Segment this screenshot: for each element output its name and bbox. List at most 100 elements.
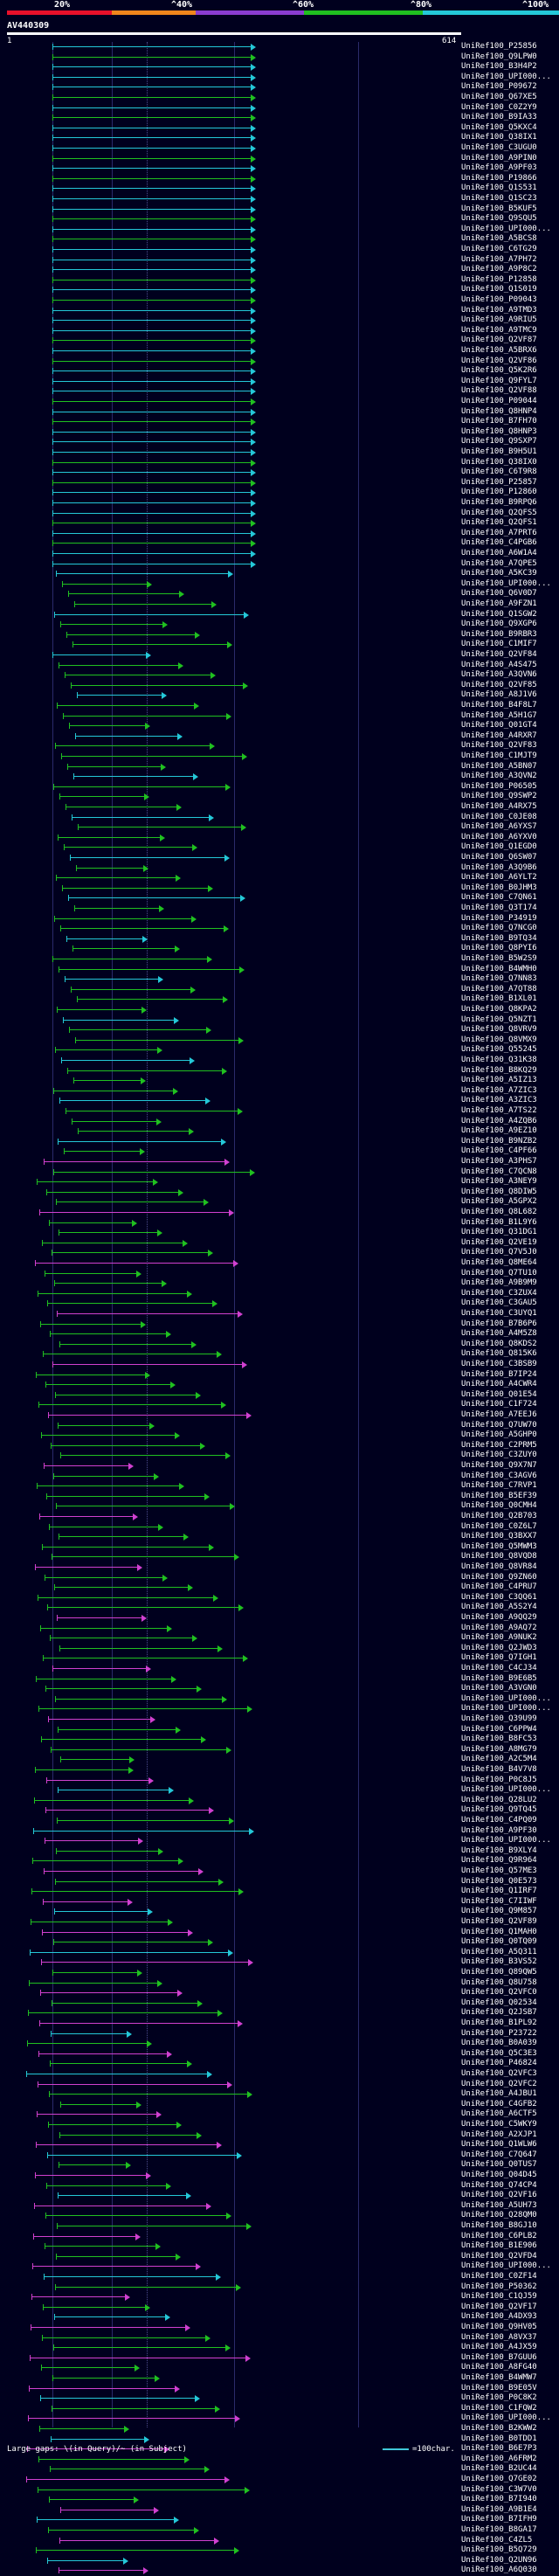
hit-label[interactable]: UniRef100_B1E906 [461,2241,537,2251]
hit-label[interactable]: UniRef100_P19866 [461,173,537,183]
hit-label[interactable]: UniRef100_UPI000... [461,2413,551,2423]
hit-row[interactable]: UniRef100_C7QN61 [0,893,559,904]
hit-label[interactable]: UniRef100_C0JE08 [461,812,537,821]
hit-alignment-line[interactable] [77,695,164,696]
hit-alignment-line[interactable] [59,1100,208,1102]
hit-alignment-line[interactable] [52,431,253,433]
hit-row[interactable]: UniRef100_B8GJ10 [0,2221,559,2232]
hit-row[interactable]: UniRef100_B9TQ34 [0,934,559,945]
hit-alignment-line[interactable] [60,1759,132,1761]
hit-alignment-line[interactable] [59,2570,146,2572]
hit-alignment-line[interactable] [52,320,253,322]
hit-row[interactable]: UniRef100_A3QVN2 [0,772,559,782]
hit-alignment-line[interactable] [68,897,243,899]
hit-alignment-line[interactable] [52,492,253,494]
hit-label[interactable]: UniRef100_B7GUU6 [461,2352,537,2362]
hit-alignment-line[interactable] [40,1323,143,1325]
hit-row[interactable]: UniRef100_B9H5U1 [0,447,559,458]
hit-alignment-line[interactable] [56,877,178,879]
hit-row[interactable]: UniRef100_A9P8C2 [0,265,559,275]
hit-label[interactable]: UniRef100_UPI000... [461,224,551,233]
hit-row[interactable]: UniRef100_Q7GE02 [0,2475,559,2485]
hit-row[interactable]: UniRef100_Q8HNP3 [0,427,559,438]
hit-row[interactable]: UniRef100_UPI000... [0,1836,559,1846]
hit-row[interactable]: UniRef100_A9AQ72 [0,1624,559,1634]
hit-label[interactable]: UniRef100_Q9SXP7 [461,437,537,447]
hit-alignment-line[interactable] [44,1465,131,1466]
hit-row[interactable]: UniRef100_Q815K6 [0,1349,559,1360]
hit-label[interactable]: UniRef100_Q0TUS7 [461,2160,537,2170]
hit-label[interactable]: UniRef100_A4RXR7 [461,731,537,740]
hit-label[interactable]: UniRef100_A9PF03 [461,163,537,173]
hit-label[interactable]: UniRef100_B3H4P2 [461,62,537,72]
hit-row[interactable]: UniRef100_C2PRM5 [0,1441,559,1451]
hit-label[interactable]: UniRef100_C3ZUY0 [461,1451,537,1460]
hit-alignment-line[interactable] [52,472,253,474]
hit-row[interactable]: UniRef100_A6FRM2 [0,2455,559,2465]
hit-row[interactable]: UniRef100_Q8VQD8 [0,1552,559,1562]
hit-alignment-line[interactable] [31,2296,128,2298]
hit-label[interactable]: UniRef100_B0A039 [461,2039,537,2048]
hit-label[interactable]: UniRef100_B6E7P3 [461,2444,537,2454]
hit-alignment-line[interactable] [58,836,162,838]
hit-row[interactable]: UniRef100_Q2VFD4 [0,2252,559,2262]
hit-label[interactable]: UniRef100_Q2VFC2 [461,2079,537,2088]
hit-row[interactable]: UniRef100_A9RIU5 [0,315,559,326]
hit-row[interactable]: UniRef100_A7EEJ6 [0,1410,559,1421]
hit-label[interactable]: UniRef100_A7TS22 [461,1106,537,1115]
hit-row[interactable]: UniRef100_Q2VF17 [0,2302,559,2313]
hit-alignment-line[interactable] [52,452,253,453]
hit-label[interactable]: UniRef100_Q9X7N7 [461,1461,537,1470]
hit-row[interactable]: UniRef100_C3ZUY0 [0,1451,559,1461]
hit-row[interactable]: UniRef100_A5GPX2 [0,1197,559,1208]
hit-row[interactable]: UniRef100_Q7V5J0 [0,1248,559,1258]
hit-alignment-line[interactable] [60,2103,139,2105]
hit-label[interactable]: UniRef100_B9RBR3 [461,629,537,639]
hit-alignment-line[interactable] [35,1769,131,1770]
hit-row[interactable]: UniRef100_C4PF66 [0,1146,559,1157]
hit-row[interactable]: UniRef100_P34919 [0,914,559,924]
hit-alignment-line[interactable] [61,756,245,757]
hit-row[interactable]: UniRef100_Q6SW07 [0,853,559,863]
hit-alignment-line[interactable] [52,198,253,199]
hit-alignment-line[interactable] [49,2499,136,2501]
hit-label[interactable]: UniRef100_A7ZIC3 [461,1085,537,1095]
hit-alignment-line[interactable] [60,928,226,930]
hit-label[interactable]: UniRef100_C4CJ34 [461,1664,537,1672]
hit-row[interactable]: UniRef100_A5GHP0 [0,1430,559,1441]
hit-label[interactable]: UniRef100_A5S2Y4 [461,1603,537,1612]
hit-label[interactable]: UniRef100_Q3T174 [461,904,537,912]
hit-alignment-line[interactable] [55,1049,160,1051]
hit-alignment-line[interactable] [52,329,253,331]
hit-alignment-line[interactable] [52,1364,245,1365]
hit-row[interactable]: UniRef100_Q1EGD0 [0,842,559,853]
hit-label[interactable]: UniRef100_B3VS52 [461,1957,537,1967]
hit-label[interactable]: UniRef100_B8FC53 [461,1735,537,1744]
hit-row[interactable]: UniRef100_A9TMC9 [0,326,559,336]
hit-alignment-line[interactable] [52,137,253,139]
hit-row[interactable]: UniRef100_Q2VF83 [0,741,559,751]
hit-alignment-line[interactable] [37,1485,182,1487]
hit-alignment-line[interactable] [63,1019,176,1021]
hit-label[interactable]: UniRef100_B7FH70 [461,417,537,426]
hit-alignment-line[interactable] [39,2023,240,2024]
hit-alignment-line[interactable] [52,300,253,301]
hit-alignment-line[interactable] [37,2114,159,2116]
hit-alignment-line[interactable] [52,350,253,351]
hit-label[interactable]: UniRef100_C4GFB2 [461,2099,537,2109]
hit-label[interactable]: UniRef100_Q9TQ45 [461,1805,537,1815]
hit-label[interactable]: UniRef100_B7I940 [461,2495,537,2504]
hit-label[interactable]: UniRef100_A5BN07 [461,761,537,771]
hit-row[interactable]: UniRef100_A4M5Z8 [0,1329,559,1340]
hit-row[interactable]: UniRef100_Q0TUS7 [0,2160,559,2171]
hit-alignment-line[interactable] [69,725,148,727]
hit-row[interactable]: UniRef100_Q8DIW5 [0,1188,559,1198]
hit-alignment-line[interactable] [52,269,253,271]
hit-alignment-line[interactable] [52,1252,210,1254]
hit-row[interactable]: UniRef100_B2KWW2 [0,2424,559,2434]
hit-row[interactable]: UniRef100_A3Q9B6 [0,863,559,874]
hit-row[interactable]: UniRef100_C4GFB2 [0,2100,559,2110]
hit-label[interactable]: UniRef100_C4PF66 [461,1146,537,1156]
hit-alignment-line[interactable] [38,2458,187,2460]
hit-alignment-line[interactable] [59,2134,199,2136]
